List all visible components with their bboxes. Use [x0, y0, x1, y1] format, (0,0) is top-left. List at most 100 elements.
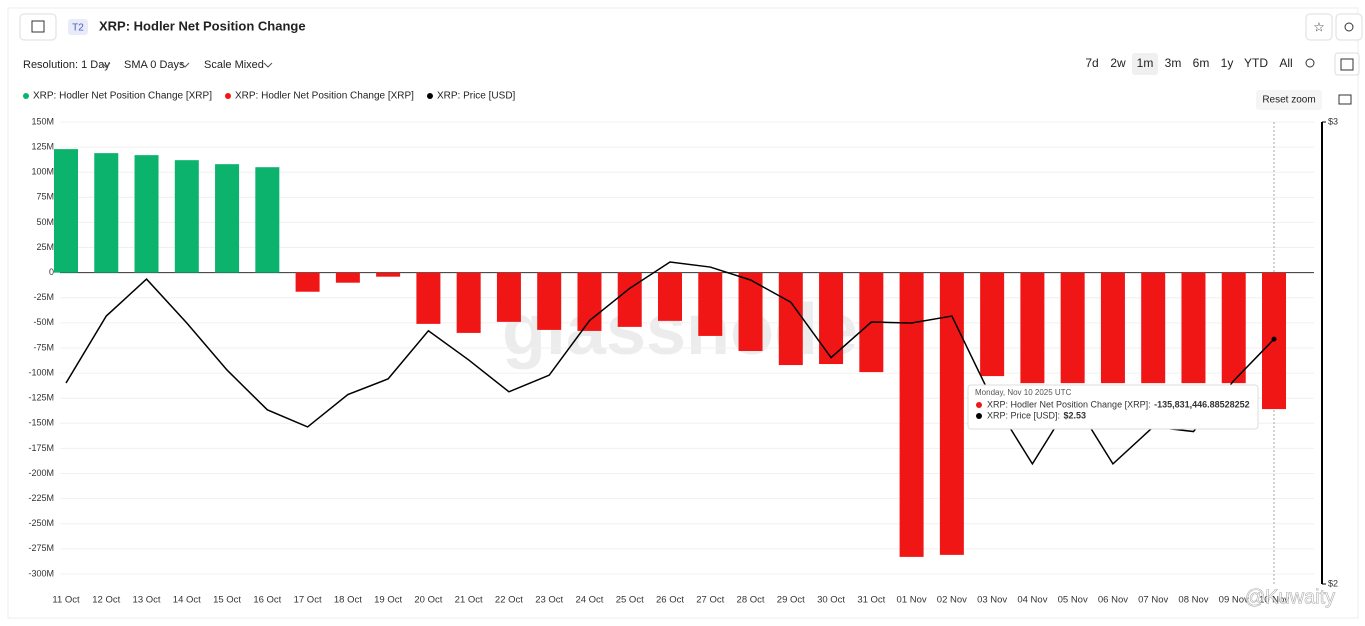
bar	[939, 272, 964, 555]
bar	[376, 272, 401, 277]
zoom-icon	[1305, 58, 1315, 68]
x-tick-label: 02 Nov	[937, 595, 967, 606]
range-buttons: 7d 2w 1m 3m 6m 1y YTD All	[1085, 53, 1315, 75]
calendar-button[interactable]	[1334, 52, 1360, 76]
title: XRP: Hodler Net Position Change	[99, 18, 306, 33]
bar	[778, 272, 803, 366]
bar	[134, 155, 159, 273]
x-tick-label: 07 Nov	[1138, 595, 1168, 606]
x-tick-label: 27 Oct	[696, 595, 724, 606]
bar	[819, 272, 844, 365]
x-tick-label: 12 Oct	[92, 595, 120, 606]
tooltip-colon: :	[1058, 410, 1061, 420]
x-tick-label: 24 Oct	[575, 595, 603, 606]
badge	[68, 19, 88, 35]
y-tick-label: 50M	[36, 217, 54, 227]
x-tick-label: 04 Nov	[1017, 595, 1047, 606]
range-button[interactable]: 1y	[1221, 56, 1234, 70]
scale-dropdown[interactable]: Scale Mixed	[204, 59, 264, 71]
bar	[255, 167, 280, 273]
x-tick-label: 21 Oct	[455, 595, 483, 606]
legend-label: XRP: Hodler Net Position Change [XRP]	[33, 91, 212, 102]
x-tick-label: 16 Oct	[253, 595, 281, 606]
panel	[7, 7, 1359, 619]
y-tick-label: 75M	[36, 192, 54, 202]
range-button[interactable]: 6m	[1193, 56, 1210, 70]
legend-marker	[23, 93, 29, 99]
range-active	[1132, 53, 1158, 75]
bar	[1221, 272, 1246, 384]
tooltip-name: XRP: Hodler Net Position Change [XRP]	[987, 399, 1148, 409]
share-button[interactable]	[1335, 13, 1363, 41]
share-icon	[1344, 22, 1354, 32]
tooltip-value: -135,831,446.88528252	[1154, 399, 1250, 409]
bar	[658, 272, 682, 321]
bar	[174, 160, 199, 273]
x-tick-label: 28 Oct	[737, 595, 765, 606]
bar	[1060, 272, 1085, 384]
y-tick-label: -75M	[33, 342, 54, 352]
x-tick-label: 11 Oct	[52, 595, 80, 606]
bar	[1100, 272, 1125, 384]
x-tick-label: 26 Oct	[656, 595, 684, 606]
y-tick-label: 25M	[36, 242, 54, 252]
x-tick-label: 03 Nov	[977, 595, 1007, 606]
bar	[577, 272, 602, 331]
range-button[interactable]: 2w	[1110, 56, 1126, 70]
plot: 150M 125M 100M 75M 50M 25M 0 -25M -50M -75M -100M -…	[28, 116, 1338, 605]
favorite-button[interactable]	[1305, 13, 1333, 41]
reset-zoom-button[interactable]	[1256, 90, 1322, 110]
star-icon: ☆	[1313, 19, 1325, 34]
badge-text: T2	[72, 23, 84, 34]
sma-dropdown[interactable]: SMA 0 Days	[124, 59, 185, 71]
bar	[335, 272, 360, 283]
y-tick-label: 100M	[31, 167, 54, 177]
y-tick-label: -300M	[28, 568, 54, 578]
bar	[1020, 272, 1045, 384]
y-tick-label: -50M	[33, 317, 54, 327]
x-tick-label: 10 Nov	[1259, 595, 1289, 606]
x-tick-label: 14 Oct	[173, 595, 201, 606]
tooltip: Monday, Nov 10 2025 UTC XRP: Hodler Net P…	[967, 384, 1259, 430]
legend-label: XRP: Price [USD]	[437, 91, 516, 102]
bar	[1141, 272, 1166, 384]
x-tick-label: 13 Oct	[133, 595, 161, 606]
watermark-2: @Kuwaity	[1245, 586, 1335, 608]
x-tick-label: 06 Nov	[1098, 595, 1128, 606]
y-tick-label: -250M	[28, 518, 54, 528]
range-button[interactable]: 3m	[1165, 56, 1182, 70]
range-button[interactable]: YTD	[1244, 56, 1268, 70]
legend: XRP: Hodler Net Position Change [XRP] XRP…	[23, 91, 516, 102]
bar	[295, 272, 320, 292]
tooltip-colon: :	[1148, 399, 1151, 409]
x-tick-label: 18 Oct	[334, 595, 362, 606]
bar	[899, 272, 924, 557]
y-tick-label: 0	[49, 267, 54, 277]
tooltip-marker	[976, 402, 982, 408]
x-tick-label: 09 Nov	[1219, 595, 1249, 606]
x-tick-label: 01 Nov	[897, 595, 927, 606]
x-tick-label: 08 Nov	[1178, 595, 1208, 606]
resolution-dropdown[interactable]: Resolution: 1 Day	[23, 59, 110, 71]
tooltip-name: XRP: Price [USD]	[987, 410, 1058, 420]
tooltip-date: Monday, Nov 10 2025 UTC	[975, 388, 1072, 397]
x-tick-label: 19 Oct	[374, 595, 402, 606]
y-tick-label: -100M	[28, 367, 54, 377]
bar	[215, 164, 240, 273]
range-button[interactable]: 7d	[1085, 56, 1098, 70]
sidebar-icon	[31, 20, 45, 33]
y-tick-label: 150M	[31, 116, 54, 126]
range-button[interactable]: All	[1279, 56, 1292, 70]
range-button[interactable]: 1m	[1137, 56, 1154, 70]
sidebar-toggle[interactable]	[19, 13, 57, 41]
bar	[496, 272, 521, 322]
camera-icon[interactable]	[1338, 94, 1352, 105]
bar	[416, 272, 441, 324]
x-tick-label: 05 Nov	[1058, 595, 1088, 606]
calendar-icon	[1340, 58, 1354, 71]
bar	[617, 272, 642, 327]
y-tick-label: -25M	[33, 292, 54, 302]
x-tick-label: 31 Oct	[857, 595, 885, 606]
